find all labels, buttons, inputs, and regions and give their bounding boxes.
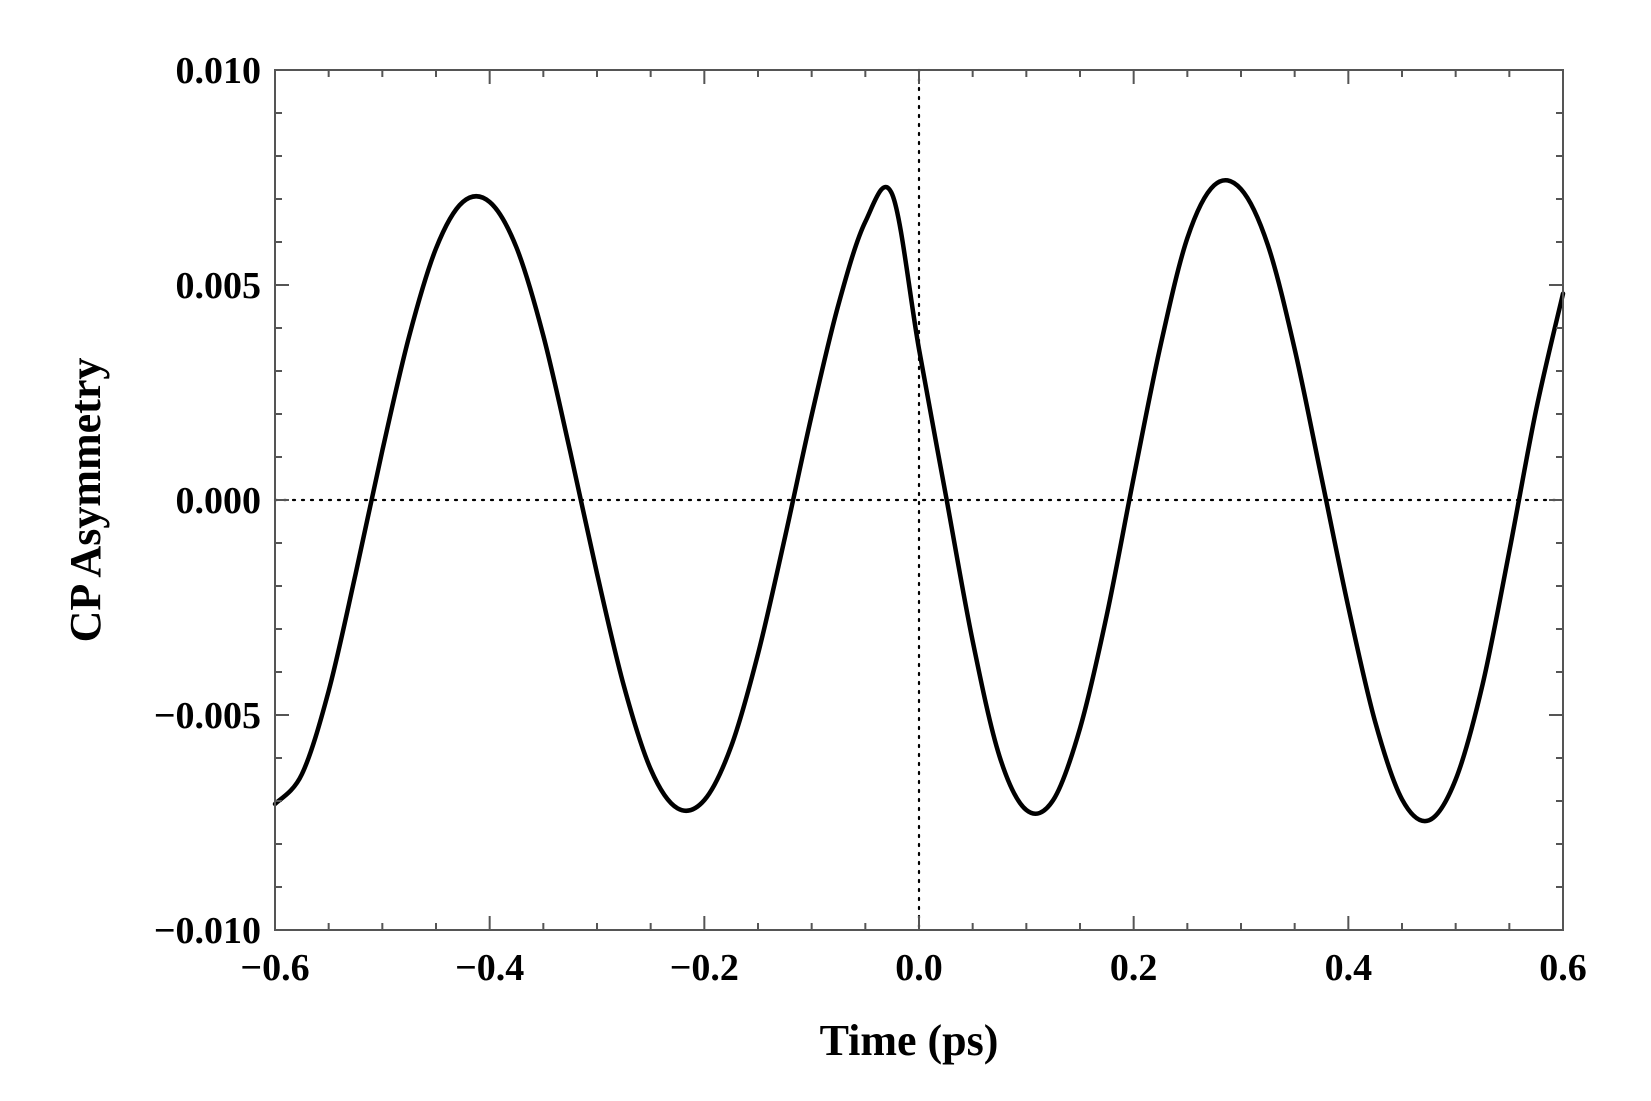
axis-tick-labels: −0.6 −0.4 −0.2 0.0 0.2 0.4 0.6 −0.010 −0.005 0.00… <box>154 50 1587 989</box>
y-tick-label: 0.000 <box>176 480 262 522</box>
x-tick-label: −0.4 <box>455 947 524 989</box>
y-tick-label: −0.010 <box>154 910 261 952</box>
y-tick-label: 0.010 <box>176 50 262 92</box>
x-tick-label: 0.2 <box>1110 947 1158 989</box>
y-tick-label: −0.005 <box>154 695 261 737</box>
x-tick-label: 0.0 <box>895 947 943 989</box>
x-tick-label: −0.2 <box>670 947 739 989</box>
x-axis-title: Time (ps) <box>820 1016 999 1065</box>
y-axis-title: CP Asymmetry <box>61 358 110 643</box>
x-tick-label: −0.6 <box>240 947 309 989</box>
series-layer <box>272 177 1566 824</box>
y-tick-label: 0.005 <box>176 265 262 307</box>
x-tick-label: 0.4 <box>1325 947 1373 989</box>
axis-ticks <box>274 69 1564 931</box>
reference-lines <box>273 68 1565 932</box>
series-line-0 <box>272 177 1566 824</box>
x-tick-label: 0.6 <box>1539 947 1587 989</box>
